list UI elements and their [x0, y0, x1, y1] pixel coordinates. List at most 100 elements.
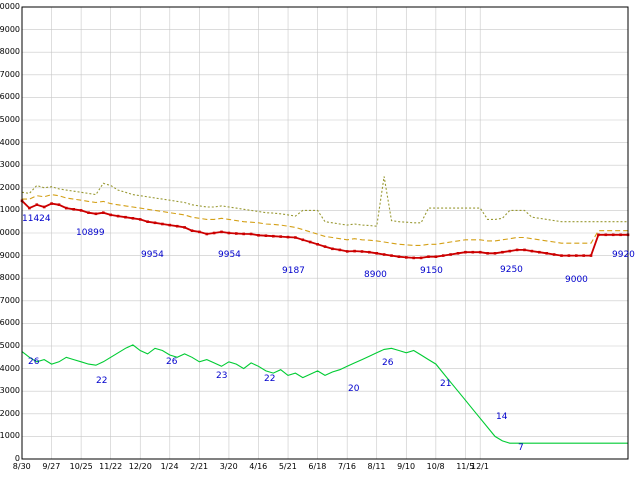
data-label: 9920 — [612, 250, 635, 260]
series-marker — [301, 238, 305, 242]
series-marker — [198, 230, 201, 234]
series-marker — [515, 248, 519, 252]
series-marker — [441, 254, 445, 257]
data-label: 9187 — [282, 266, 305, 276]
y-tick-label: 11000 — [0, 205, 20, 215]
series-marker — [575, 254, 578, 257]
series-marker — [124, 215, 127, 219]
series-marker — [582, 254, 585, 257]
series-marker — [279, 235, 282, 238]
series-marker — [382, 253, 386, 256]
series-marker — [353, 249, 356, 253]
x-tick-label: 7/16 — [337, 462, 356, 471]
y-tick-label: 19000 — [0, 24, 20, 34]
series-marker — [456, 252, 460, 255]
y-tick-label: 14000 — [0, 137, 20, 147]
series-marker — [227, 231, 231, 235]
x-tick-label: 8/11 — [367, 462, 386, 471]
series-marker — [168, 223, 172, 227]
data-label: 22 — [96, 376, 108, 386]
x-tick-label: 9/10 — [397, 462, 416, 471]
series-marker — [434, 255, 438, 258]
data-label: 9954 — [218, 250, 241, 260]
series-marker — [116, 214, 120, 218]
data-label: 9000 — [565, 275, 588, 285]
series-marker — [161, 222, 164, 226]
y-tick-label: 17000 — [0, 69, 20, 79]
series-marker — [508, 249, 512, 253]
data-label: 23 — [216, 371, 228, 381]
series-marker — [242, 232, 245, 236]
series-marker — [42, 205, 46, 209]
x-tick-label: 11/22 — [99, 462, 123, 471]
series-marker — [545, 252, 548, 255]
series-marker — [94, 212, 98, 216]
series-marker — [589, 254, 593, 257]
series-marker — [235, 232, 238, 235]
series-marker — [471, 250, 475, 254]
series-marker — [79, 209, 83, 212]
series-marker — [109, 213, 112, 217]
series-volume-green — [21, 344, 628, 444]
x-tick-label: 10/8 — [426, 462, 445, 471]
series-marker — [272, 234, 275, 238]
y-tick-label: 5000 — [0, 341, 20, 350]
y-tick-label: 6000 — [0, 318, 20, 328]
series-marker — [397, 255, 401, 258]
series-marker — [619, 233, 622, 237]
series-marker — [449, 253, 452, 256]
series-marker — [390, 254, 393, 257]
data-label: 9250 — [500, 265, 523, 275]
y-tick-label: 3000 — [0, 386, 20, 396]
y-tick-label: 8000 — [0, 273, 20, 283]
series-marker — [316, 243, 319, 246]
data-label: 20 — [348, 384, 360, 394]
series-marker — [190, 229, 194, 232]
data-label: 26 — [382, 358, 394, 368]
series-marker — [87, 211, 90, 214]
x-tick-label: 11/5 — [456, 462, 475, 471]
y-tick-label: 16000 — [0, 92, 20, 102]
y-tick-label: 9000 — [0, 250, 20, 260]
series-marker — [175, 224, 179, 228]
series-marker — [419, 256, 423, 260]
y-tick-label: 18000 — [0, 47, 20, 57]
x-tick-label: 2/21 — [190, 462, 209, 471]
x-tick-label: 1/24 — [160, 462, 179, 471]
data-label: 11424 — [22, 214, 51, 224]
series-marker — [72, 208, 75, 211]
x-tick-label: 6/18 — [308, 462, 327, 471]
series-marker — [552, 253, 556, 256]
series-marker — [338, 248, 342, 252]
series-marker — [604, 233, 608, 237]
y-tick-label: 13000 — [0, 160, 20, 170]
series-marker — [611, 233, 615, 237]
series-marker — [345, 250, 349, 253]
y-tick-label: 2000 — [0, 408, 20, 418]
series-marker — [478, 250, 482, 254]
y-tick-label: 20000 — [0, 2, 20, 11]
x-tick-label: 8/30 — [12, 462, 31, 471]
series-marker — [220, 230, 223, 234]
x-tick-label: 5/21 — [278, 462, 297, 471]
series-marker — [493, 252, 497, 255]
data-label: 14 — [496, 412, 508, 422]
data-label: 10899 — [76, 228, 105, 238]
data-label: 26 — [166, 357, 178, 367]
y-tick-label: 7000 — [0, 295, 20, 305]
series-marker — [523, 248, 526, 252]
series-marker — [567, 254, 571, 257]
series-marker — [28, 206, 31, 210]
series-marker — [35, 203, 39, 206]
x-tick-label: 12/1 — [470, 462, 489, 471]
series-marker — [264, 234, 268, 237]
data-label: 26 — [28, 357, 40, 367]
series-marker — [138, 218, 142, 221]
series-marker — [538, 250, 541, 254]
series-marker — [530, 249, 534, 253]
data-label: 21 — [440, 379, 452, 389]
series-marker — [249, 232, 253, 236]
series-price-upper-dashed — [22, 194, 628, 246]
series-marker — [323, 245, 327, 248]
